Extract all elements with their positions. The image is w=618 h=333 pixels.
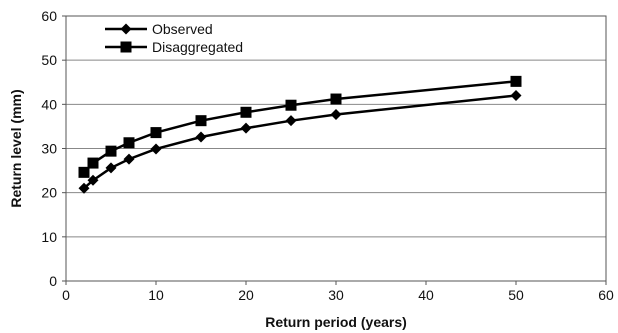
y-axis-ticks: 0 10 20 30 40 50 60 [41, 8, 66, 289]
data-point [510, 75, 522, 87]
legend-item-observed: Observed [105, 21, 213, 37]
legend: Observed Disaggregated [105, 21, 243, 55]
y-tick-label: 40 [41, 96, 57, 112]
data-point [78, 182, 90, 194]
y-tick-label: 50 [41, 52, 57, 68]
x-tick-label: 50 [508, 287, 524, 303]
data-point [87, 174, 99, 186]
legend-marker [120, 41, 132, 53]
x-tick-label: 60 [598, 287, 614, 303]
data-point [87, 157, 99, 169]
data-point [78, 166, 90, 178]
series [78, 75, 522, 194]
x-tick-label: 20 [238, 287, 254, 303]
x-axis-title: Return period (years) [265, 314, 407, 330]
data-point [330, 93, 342, 105]
y-tick-label: 0 [49, 273, 57, 289]
x-tick-label: 10 [148, 287, 164, 303]
x-axis-ticks: 0 10 20 30 40 50 60 [62, 281, 614, 303]
data-point [240, 122, 252, 134]
y-tick-label: 60 [41, 8, 57, 24]
gridlines [66, 15, 606, 238]
data-point [510, 90, 522, 101]
legend-label: Disaggregated [152, 39, 243, 55]
series-disaggregated [78, 75, 522, 178]
data-point [240, 106, 252, 118]
data-point [105, 145, 117, 157]
data-point [105, 162, 117, 174]
data-point [150, 143, 162, 155]
data-point [123, 137, 135, 149]
data-point [150, 127, 162, 139]
series-observed [78, 90, 522, 194]
data-point [285, 115, 297, 127]
data-point [195, 115, 207, 127]
y-tick-label: 30 [41, 141, 57, 157]
legend-item-disaggregated: Disaggregated [105, 39, 243, 55]
data-point [330, 108, 342, 120]
data-point [123, 153, 135, 165]
x-tick-label: 0 [62, 287, 70, 303]
data-point [195, 131, 207, 143]
y-axis-title: Return level (mm) [8, 89, 24, 207]
series-line [83, 80, 517, 174]
x-tick-label: 30 [328, 287, 344, 303]
y-tick-label: 10 [41, 229, 57, 245]
legend-label: Observed [152, 21, 213, 37]
data-point [285, 99, 297, 111]
legend-marker [120, 23, 132, 35]
y-tick-label: 20 [41, 185, 57, 201]
series-line [83, 94, 517, 190]
x-tick-label: 40 [418, 287, 434, 303]
